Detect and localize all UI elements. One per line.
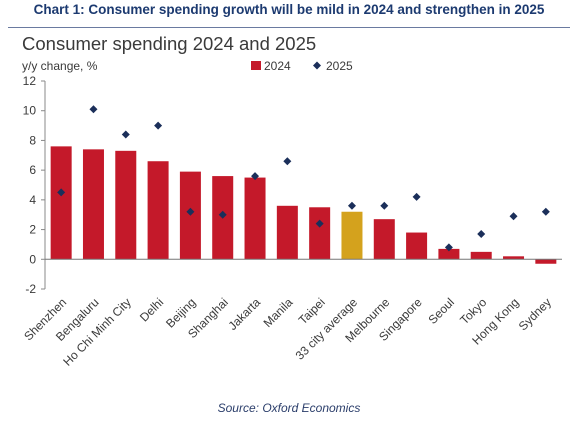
y-tick-label: -2 (25, 282, 36, 296)
bar-2024 (147, 161, 169, 260)
x-tick-label: Sydney (516, 295, 554, 333)
bar-2024 (470, 251, 492, 260)
marker-2025 (283, 157, 292, 166)
y-tick-label: 2 (29, 223, 36, 237)
heading-divider (8, 27, 570, 28)
marker-2025 (509, 212, 518, 221)
bar-2024 (50, 146, 72, 260)
chart: Consumer spending 2024 and 2025 y/y chan… (21, 33, 562, 369)
marker-2025 (541, 207, 550, 216)
x-tick-label: Manila (261, 295, 296, 330)
bar-2024 (503, 256, 525, 260)
legend-diamond-swatch (313, 61, 321, 70)
marker-2025 (186, 207, 195, 216)
bar-2024 (115, 150, 137, 260)
bar-2024 (373, 219, 395, 260)
bar-2024 (309, 207, 331, 260)
chart-title: Consumer spending 2024 and 2025 (22, 33, 316, 54)
y-tick-label: 12 (23, 74, 37, 88)
marker-2025 (121, 130, 130, 139)
y-axis-label: y/y change, % (22, 59, 98, 73)
bar-2024 (438, 248, 460, 260)
marker-2025 (89, 105, 98, 114)
source-note: Source: Oxford Economics (217, 401, 361, 415)
marker-2025 (477, 230, 486, 239)
marker-2025 (154, 121, 163, 130)
y-tick-label: 4 (29, 193, 36, 207)
marker-2025 (380, 201, 389, 210)
marker-2025 (57, 188, 66, 197)
x-tick-label: Seoul (425, 295, 457, 327)
marker-2025 (251, 172, 260, 181)
bar-2024 (535, 259, 557, 264)
legend: 2024 2025 (251, 59, 353, 73)
marker-2025 (218, 210, 227, 219)
bar-2024 (341, 211, 363, 260)
legend-bar-swatch (251, 61, 261, 70)
x-tick-label: Jakarta (225, 295, 263, 333)
y-tick-label: 6 (29, 163, 36, 177)
marker-2025 (315, 219, 324, 228)
y-tick-label: 8 (29, 133, 36, 147)
y-tick-label: 0 (29, 252, 36, 266)
bar-2024 (82, 149, 104, 260)
x-tick-label: Delhi (137, 295, 166, 324)
legend-label-2025: 2025 (326, 59, 353, 73)
bar-2024 (406, 232, 428, 260)
marker-2025 (412, 192, 421, 201)
bar-2024 (244, 177, 266, 260)
bar-2024 (276, 205, 298, 260)
y-tick-label: 10 (23, 104, 37, 118)
chart-heading: Chart 1: Consumer spending growth will b… (33, 2, 545, 17)
marker-2025 (444, 243, 453, 252)
marker-2025 (347, 201, 356, 210)
legend-label-2024: 2024 (264, 59, 291, 73)
